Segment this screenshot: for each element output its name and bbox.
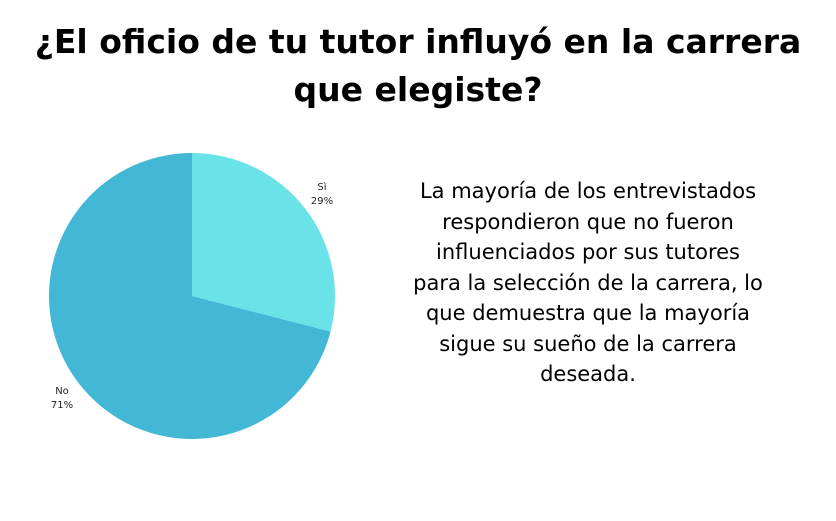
slice-label-no: No: [55, 386, 69, 397]
slice-percent-no: 71%: [51, 400, 73, 411]
slice-percent-si: 29%: [311, 196, 333, 207]
slice-label-si: Sì: [317, 181, 326, 193]
chart-title: ¿El oficio de tu tutor influyó en la car…: [34, 22, 802, 109]
pie-chart: Sì 29% No 71%: [0, 130, 400, 470]
pie-chart-svg: Sì 29% No 71%: [48, 153, 335, 439]
pie-slice-no: [48, 153, 331, 439]
pie-slice-s: [192, 153, 335, 332]
chart-description: La mayoría de los entrevistados respondi…: [413, 179, 763, 386]
